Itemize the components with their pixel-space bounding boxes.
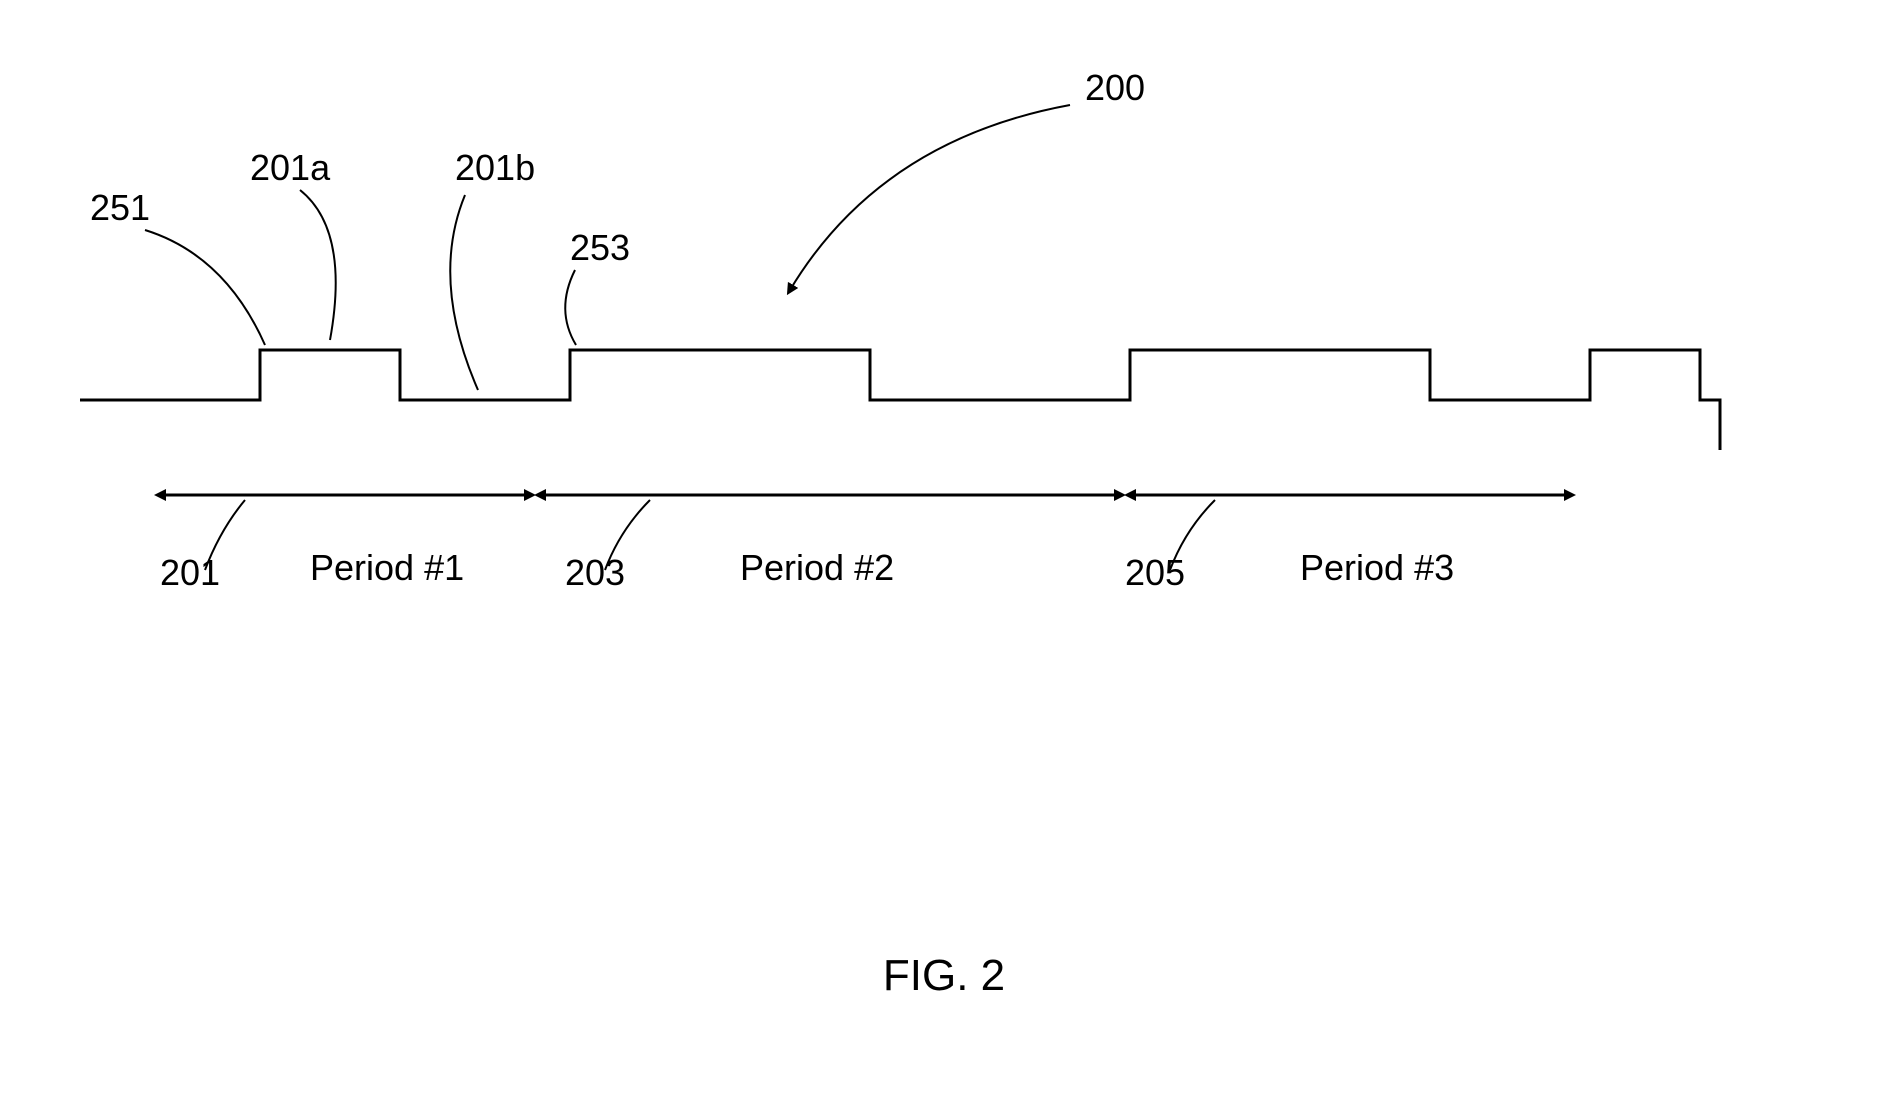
figure-caption: FIG. 2	[883, 951, 1005, 1000]
callout-c201b: 201b	[455, 147, 535, 188]
callout-c253: 253	[570, 227, 630, 268]
callout-c200: 200	[1085, 67, 1145, 108]
ref-201: 201	[160, 552, 220, 593]
callout-leader-c201a	[300, 190, 336, 340]
ref-203: 203	[565, 552, 625, 593]
callout-leader-c200	[790, 105, 1070, 290]
ref-205: 205	[1125, 552, 1185, 593]
waveform	[80, 350, 1720, 450]
callout-c251: 251	[90, 187, 150, 228]
callout-leader-c251	[145, 230, 265, 345]
callout-leader-c201b	[450, 195, 478, 390]
callout-c201a: 201a	[250, 147, 331, 188]
callout-leader-c253	[565, 270, 576, 345]
period-label-p3: Period #3	[1300, 547, 1454, 588]
period-label-p1: Period #1	[310, 547, 464, 588]
period-label-p2: Period #2	[740, 547, 894, 588]
